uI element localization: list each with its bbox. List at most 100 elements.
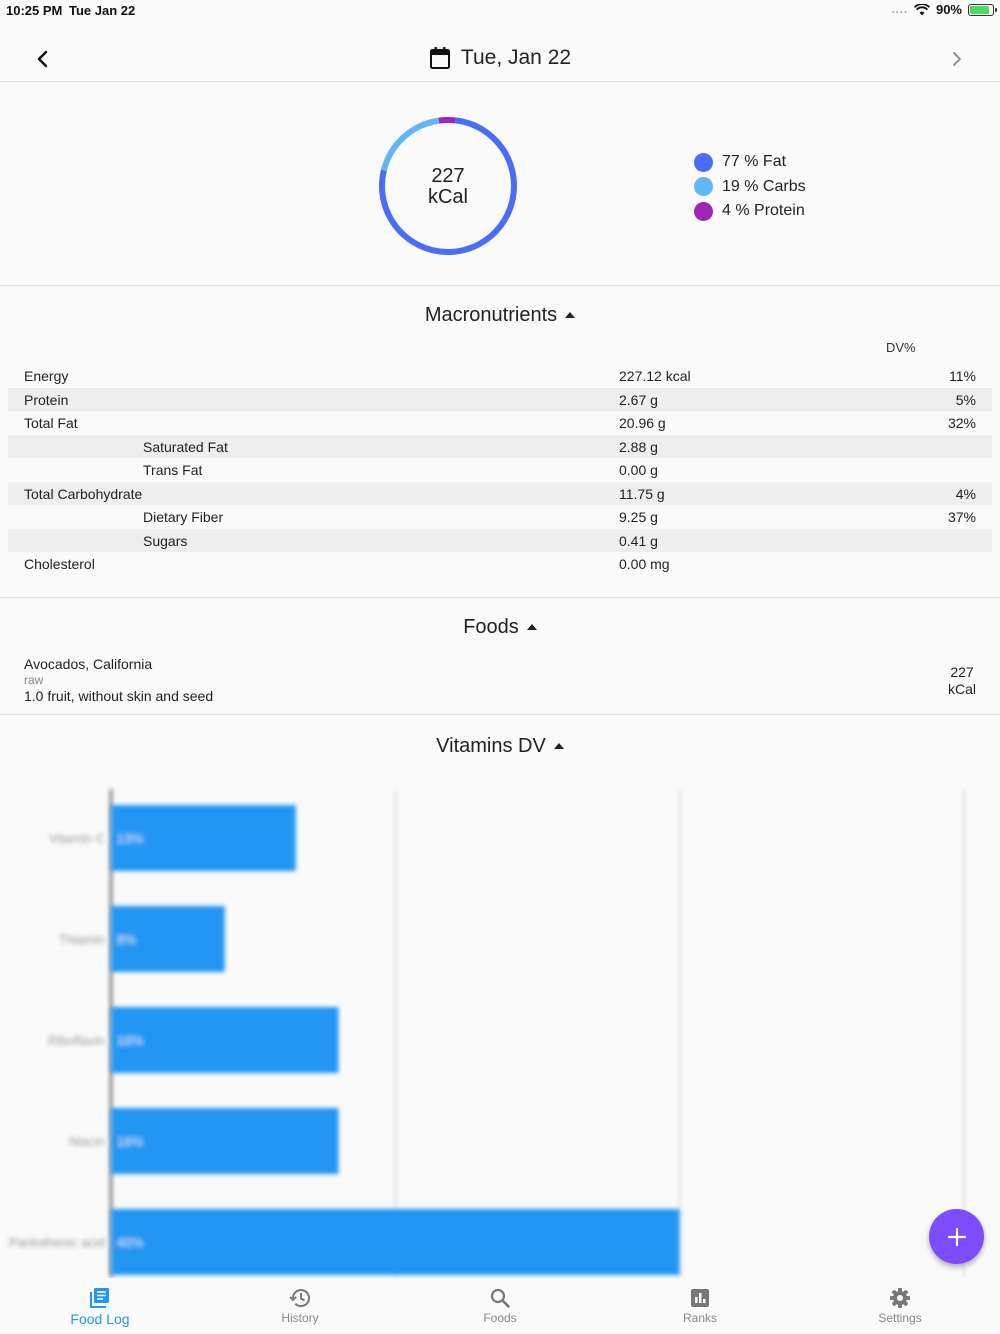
nutrient-name: Saturated Fat bbox=[143, 438, 228, 455]
nutrient-amount: 11.75 g bbox=[619, 485, 665, 502]
battery-percent: 90% bbox=[935, 2, 962, 17]
donut-segment-carbs bbox=[379, 117, 517, 255]
vitamins-toggle[interactable]: Vitamins DV bbox=[0, 735, 1000, 758]
nutrient-amount: 0.00 mg bbox=[619, 556, 670, 572]
status-bar: 10:25 PM Tue Jan 22 .... 90% bbox=[0, 0, 1000, 20]
food-preparation: raw bbox=[24, 673, 44, 687]
battery-icon bbox=[968, 3, 997, 16]
bar-thiamin bbox=[111, 906, 225, 972]
status-date: Tue Jan 22 bbox=[69, 3, 136, 18]
nutrient-amount: 2.88 g bbox=[619, 438, 658, 455]
value-label: 13% bbox=[117, 831, 143, 846]
category-label: Niacin bbox=[69, 1134, 105, 1149]
macronutrients-table: Energy 227.12 kcal 11% Protein 2.67 g 5%… bbox=[8, 364, 992, 576]
nutrient-amount: 0.00 g bbox=[619, 462, 658, 478]
dv-column-header: DV% bbox=[886, 340, 916, 355]
legend-label-fat: 77 % Fat bbox=[722, 153, 787, 171]
food-serving: 1.0 fruit, without skin and seed bbox=[24, 688, 214, 704]
nav-label: History bbox=[281, 1311, 319, 1325]
calorie-summary: 227 kCal 77 % Fat 19 % Carbs 4 % Protein bbox=[0, 82, 1000, 286]
table-row: Cholesterol 0.00 mg bbox=[8, 552, 992, 576]
food-log-icon bbox=[89, 1286, 111, 1310]
food-kcal-unit: kCal bbox=[947, 681, 976, 697]
table-row: Sugars 0.41 g bbox=[8, 528, 992, 552]
vitamins-heading: Vitamins DV bbox=[436, 735, 546, 757]
chevron-left-icon[interactable] bbox=[30, 46, 56, 72]
macronutrients-heading: Macronutrients bbox=[424, 304, 558, 326]
nutrient-amount: 2.67 g bbox=[619, 391, 658, 408]
nav-label: Foods bbox=[483, 1311, 517, 1325]
category-label: Pantothenic acid bbox=[9, 1235, 105, 1250]
nav-food-log[interactable]: Food Log bbox=[0, 1278, 200, 1334]
macronutrients-toggle[interactable]: Macronutrients bbox=[0, 304, 1000, 327]
macronutrients-section: Macronutrients DV% Energy 227.12 kcal 11… bbox=[0, 286, 1000, 598]
status-right: .... 90% bbox=[891, 2, 997, 17]
kcal-unit: kCal bbox=[427, 186, 468, 208]
legend-label-protein: 4 % Protein bbox=[722, 202, 805, 220]
value-label: 16% bbox=[117, 1134, 143, 1149]
nav-history[interactable]: History bbox=[200, 1278, 400, 1334]
vitamins-bar-chart: Vitamin C 13% Thiamin 8% Riboflavin 16% Niacin… bbox=[9, 789, 965, 1278]
nutrient-dv: 32% bbox=[947, 415, 976, 431]
macro-legend: 77 % Fat 19 % Carbs 4 % Protein bbox=[694, 150, 806, 224]
vitamins-section: Vitamins DV Vitamin C 13% Thiamin 8% Ribofla… bbox=[0, 715, 1000, 1278]
date-title: Tue, Jan 22 bbox=[460, 46, 572, 69]
status-time: 10:25 PM bbox=[6, 3, 63, 18]
date-title-group[interactable]: Tue, Jan 22 bbox=[0, 46, 1000, 70]
history-icon bbox=[289, 1286, 311, 1310]
nutrient-name: Trans Fat bbox=[143, 462, 203, 478]
value-label: 8% bbox=[117, 932, 136, 947]
value-label: 40% bbox=[117, 1235, 143, 1250]
caret-up-icon bbox=[553, 742, 564, 749]
bar-niacin bbox=[111, 1108, 339, 1174]
legend-dot-protein bbox=[694, 201, 713, 221]
bar-vitamin-c bbox=[111, 805, 296, 871]
chevron-right-icon[interactable] bbox=[944, 46, 970, 72]
nutrient-name: Dietary Fiber bbox=[143, 509, 224, 525]
nutrient-name: Protein bbox=[24, 391, 69, 408]
bottom-navigation: Food Log History Foods bbox=[0, 1278, 1000, 1334]
wifi-icon bbox=[913, 3, 930, 15]
nutrient-name: Sugars bbox=[143, 532, 188, 549]
gear-icon bbox=[889, 1286, 911, 1310]
nutrient-dv: 4% bbox=[955, 485, 976, 502]
nav-foods[interactable]: Foods bbox=[400, 1278, 600, 1334]
nutrient-dv: 37% bbox=[947, 509, 976, 525]
food-kcal-value: 227 bbox=[950, 664, 974, 680]
nutrient-name: Total Fat bbox=[24, 415, 78, 431]
add-food-button[interactable] bbox=[929, 1209, 984, 1264]
nutrient-amount: 9.25 g bbox=[619, 509, 658, 525]
legend-item-fat: 77 % Fat bbox=[694, 150, 806, 175]
plus-icon bbox=[947, 1227, 966, 1246]
nav-ranks[interactable]: Ranks bbox=[600, 1278, 800, 1334]
nav-label: Ranks bbox=[682, 1311, 717, 1325]
caret-up-icon bbox=[565, 311, 576, 318]
table-row: Total Fat 20.96 g 32% bbox=[8, 411, 992, 435]
date-header: Tue, Jan 22 bbox=[0, 36, 1000, 82]
legend-dot-carbs bbox=[694, 177, 713, 197]
ranks-icon bbox=[689, 1286, 711, 1310]
food-calories: 227 kCal bbox=[948, 664, 976, 698]
caret-up-icon bbox=[526, 623, 537, 630]
food-list-item[interactable]: Avocados, California raw 1.0 fruit, with… bbox=[24, 656, 213, 704]
nutrient-amount: 0.41 g bbox=[619, 532, 658, 549]
table-row: Energy 227.12 kcal 11% bbox=[8, 364, 992, 388]
nutrient-name: Cholesterol bbox=[24, 556, 95, 572]
nutrient-amount: 20.96 g bbox=[619, 415, 666, 431]
donut-center-label: 227 kCal bbox=[376, 166, 520, 208]
table-row: Total Carbohydrate 11.75 g 4% bbox=[8, 481, 992, 505]
signal-icon: .... bbox=[891, 3, 908, 16]
search-icon bbox=[489, 1286, 511, 1310]
foods-toggle[interactable]: Foods bbox=[0, 616, 1000, 639]
nav-settings[interactable]: Settings bbox=[800, 1278, 1000, 1334]
bar-pantothenic-acid bbox=[111, 1209, 680, 1275]
foods-heading: Foods bbox=[463, 616, 519, 638]
nav-label: Settings bbox=[878, 1311, 922, 1325]
table-row: Protein 2.67 g 5% bbox=[8, 387, 992, 411]
donut-segment-fat bbox=[379, 117, 517, 255]
foods-section: Foods Avocados, California raw 1.0 fruit… bbox=[0, 598, 1000, 715]
calendar-icon bbox=[429, 47, 450, 69]
legend-item-carbs: 19 % Carbs bbox=[694, 175, 806, 200]
category-label: Thiamin bbox=[59, 932, 105, 947]
legend-item-protein: 4 % Protein bbox=[694, 199, 806, 224]
